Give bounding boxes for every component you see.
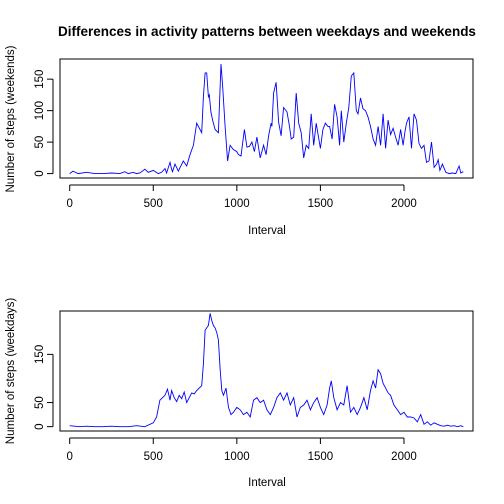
weekends-x-axis: 0 500 1000 1500 2000: [66, 184, 417, 210]
weekdays-y-tick-label: 150: [34, 345, 46, 364]
weekdays-y-tick-label: 0: [34, 423, 46, 429]
weekends-panel: Differences in activity patterns between…: [5, 24, 476, 237]
weekends-series-line: [69, 63, 464, 175]
weekdays-series-line: [69, 313, 464, 428]
weekends-y-axis-label: Number of steps (weekends): [5, 45, 17, 192]
weekdays-y-axis-label: Number of steps (weekdays): [5, 298, 17, 445]
weekends-x-tick-label: 2000: [391, 198, 417, 210]
weekends-y-tick-label: 100: [34, 101, 46, 120]
weekends-y-tick-label: 0: [34, 170, 46, 176]
weekdays-x-tick-label: 1000: [224, 451, 250, 463]
weekdays-x-tick-label: 2000: [391, 451, 417, 463]
weekends-y-axis: 0 50 100 150: [34, 70, 54, 177]
weekends-x-axis-label: Interval: [248, 225, 286, 237]
weekends-x-tick-label: 1500: [308, 198, 334, 210]
weekends-x-tick-label: 0: [66, 198, 72, 210]
weekends-x-tick-label: 500: [144, 198, 163, 210]
weekdays-plot-frame: [59, 310, 474, 432]
weekdays-x-axis-label: Interval: [248, 477, 286, 489]
weekdays-x-tick-label: 1500: [308, 451, 334, 463]
weekdays-x-axis: 0 500 1000 1500 2000: [66, 437, 417, 463]
weekends-y-tick-label: 50: [34, 136, 46, 149]
weekends-y-tick-label: 150: [34, 70, 46, 89]
chart-title: Differences in activity patterns between…: [58, 24, 476, 39]
weekdays-x-tick-label: 500: [144, 451, 163, 463]
weekends-plot-frame: [59, 58, 474, 179]
weekdays-y-axis: 0 50 150: [34, 345, 54, 430]
weekdays-x-tick-label: 0: [66, 451, 72, 463]
weekends-x-tick-label: 1000: [224, 198, 250, 210]
weekdays-panel: 0 500 1000 1500 2000 0 50 150 Interval Number …: [5, 298, 474, 489]
weekdays-y-tick-label: 50: [34, 396, 46, 409]
